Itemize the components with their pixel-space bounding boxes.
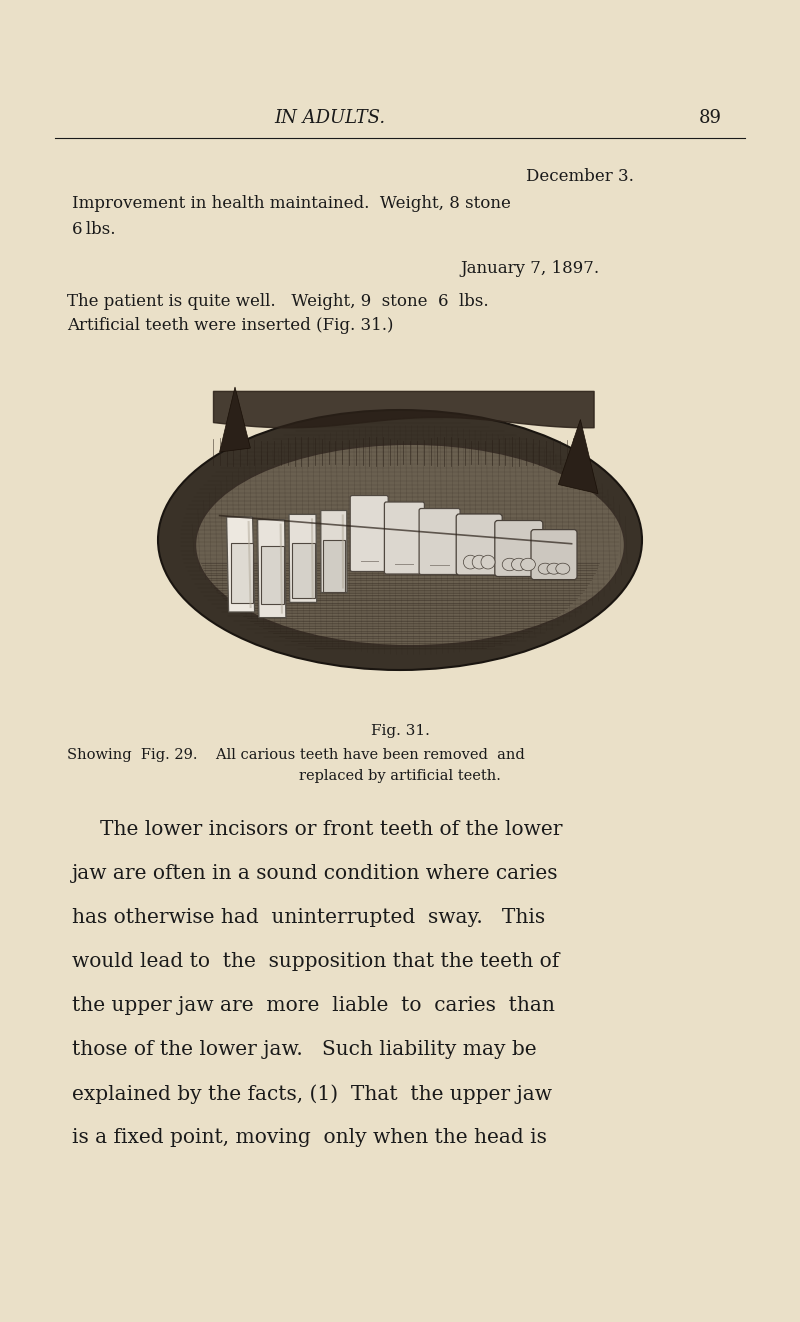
Ellipse shape — [463, 555, 478, 568]
Ellipse shape — [556, 563, 570, 574]
Text: Improvement in health maintained.  Weight, 8 stone
6 lbs.: Improvement in health maintained. Weight… — [72, 196, 511, 238]
FancyBboxPatch shape — [456, 514, 502, 575]
Text: Showing  Fig. 29.    All carious teeth have been removed  and: Showing Fig. 29. All carious teeth have … — [67, 748, 525, 761]
Text: is a fixed point, moving  only when the head is: is a fixed point, moving only when the h… — [72, 1128, 547, 1147]
Text: would lead to  the  supposition that the teeth of: would lead to the supposition that the t… — [72, 952, 559, 970]
Ellipse shape — [547, 563, 561, 574]
FancyBboxPatch shape — [384, 502, 424, 574]
Text: those of the lower jaw.   Such liability may be: those of the lower jaw. Such liability m… — [72, 1040, 537, 1059]
Text: the upper jaw are  more  liable  to  caries  than: the upper jaw are more liable to caries … — [72, 995, 555, 1015]
Text: The patient is quite well.   Weight, 9  stone  6  lbs.: The patient is quite well. Weight, 9 sto… — [67, 293, 489, 309]
Text: Fig. 31.: Fig. 31. — [370, 724, 430, 738]
Ellipse shape — [195, 444, 625, 645]
Ellipse shape — [538, 563, 552, 574]
Text: Artificial teeth were inserted (Fig. 31.): Artificial teeth were inserted (Fig. 31.… — [67, 317, 394, 334]
Text: December 3.: December 3. — [526, 168, 634, 185]
Polygon shape — [292, 543, 314, 598]
Text: jaw are often in a sound condition where caries: jaw are often in a sound condition where… — [72, 865, 558, 883]
Ellipse shape — [502, 558, 517, 571]
Polygon shape — [323, 541, 345, 592]
Text: has otherwise had  uninterrupted  sway.   This: has otherwise had uninterrupted sway. Th… — [72, 908, 545, 927]
Polygon shape — [219, 387, 250, 452]
Text: IN ADULTS.: IN ADULTS. — [274, 108, 386, 127]
Text: 89: 89 — [698, 108, 722, 127]
Polygon shape — [261, 546, 284, 604]
Text: The lower incisors or front teeth of the lower: The lower incisors or front teeth of the… — [100, 820, 562, 839]
Ellipse shape — [511, 558, 526, 571]
Polygon shape — [289, 514, 317, 603]
FancyBboxPatch shape — [531, 530, 577, 579]
Ellipse shape — [521, 558, 535, 571]
Polygon shape — [258, 520, 286, 617]
Ellipse shape — [481, 555, 495, 568]
Text: January 7, 1897.: January 7, 1897. — [461, 260, 599, 278]
Text: explained by the facts, (1)  That  the upper jaw: explained by the facts, (1) That the upp… — [72, 1084, 552, 1104]
Ellipse shape — [158, 410, 642, 670]
Ellipse shape — [472, 555, 486, 568]
Text: replaced by artificial teeth.: replaced by artificial teeth. — [299, 769, 501, 783]
Polygon shape — [230, 543, 253, 603]
FancyBboxPatch shape — [419, 509, 460, 575]
FancyBboxPatch shape — [494, 521, 542, 576]
FancyBboxPatch shape — [350, 496, 388, 571]
Polygon shape — [226, 517, 254, 612]
Polygon shape — [321, 510, 347, 592]
Polygon shape — [558, 419, 598, 493]
